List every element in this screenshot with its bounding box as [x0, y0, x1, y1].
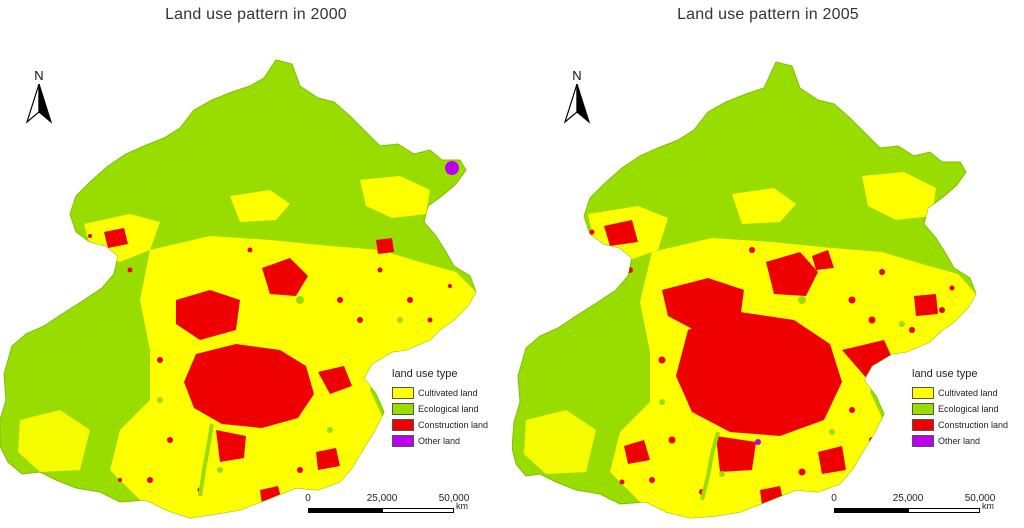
north-label: N	[572, 68, 582, 83]
legend-label: Cultivated land	[938, 388, 998, 398]
north-arrow-icon	[563, 83, 591, 124]
legend-swatch	[392, 435, 414, 447]
legend-label: Cultivated land	[418, 388, 478, 398]
map-title-2005: Land use pattern in 2005	[677, 6, 859, 23]
legend-swatch	[912, 419, 934, 431]
scale-unit: km	[456, 501, 468, 511]
cultivated-sw-strip	[18, 410, 90, 472]
construction-south-town	[716, 436, 756, 472]
scale-tick: 25,000	[366, 493, 398, 504]
legend: land use type Cultivated land Ecological…	[392, 368, 510, 449]
scale-tick: 0	[831, 493, 837, 504]
north-arrow: N	[24, 68, 54, 129]
legend-item-ecological: Ecological land	[392, 401, 510, 417]
cultivated-ne-patch	[862, 172, 936, 220]
construction-urban-ring	[176, 290, 240, 340]
construction-ne-town	[376, 238, 394, 254]
legend-label: Other land	[418, 436, 461, 446]
scale-bar: 0 25,000 50,000 km	[305, 493, 476, 523]
north-arrow-icon	[25, 83, 53, 124]
beijing-land-use-map-2000	[0, 59, 477, 519]
construction-se-town	[316, 448, 340, 470]
legend-swatch	[912, 435, 934, 447]
construction-ne-town-2	[812, 250, 834, 270]
cultivated-north-patch	[230, 190, 290, 222]
map-title-2000: Land use pattern in 2000	[165, 6, 347, 23]
land-use-patches-2000	[18, 176, 476, 518]
ecological-scatter	[157, 296, 403, 473]
legend-label: Other land	[938, 436, 981, 446]
north-arrow: N	[562, 68, 592, 129]
scale-tick: 50,000	[438, 493, 470, 504]
scale-unit: km	[982, 501, 994, 511]
legend-label: Ecological land	[418, 404, 479, 414]
legend-label: Construction land	[418, 420, 489, 430]
legend-item-other: Other land	[912, 433, 1024, 449]
construction-se-town	[818, 446, 846, 474]
construction-nw-town	[104, 228, 128, 248]
scale-segment-black	[834, 508, 908, 513]
legend-swatch	[392, 419, 414, 431]
construction-sw-town	[624, 440, 650, 464]
cultivated-north-patch	[732, 188, 796, 224]
legend-title: land use type	[392, 368, 458, 380]
legend-item-cultivated: Cultivated land	[912, 385, 1024, 401]
river-line	[198, 423, 214, 497]
ecological-scatter	[659, 296, 905, 477]
construction-ne-town	[914, 294, 938, 316]
construction-north-town	[262, 258, 308, 296]
map-panel-2000: Land use pattern in 2000	[0, 6, 510, 523]
construction-east-town	[318, 366, 352, 394]
scale-tick: 25,000	[892, 493, 924, 504]
scale-tick: 50,000	[964, 493, 996, 504]
construction-urban-core	[184, 344, 314, 428]
construction-north-town	[766, 252, 818, 296]
north-label: N	[34, 68, 44, 83]
construction-south-town	[216, 430, 246, 462]
legend-item-construction: Construction land	[912, 417, 1024, 433]
construction-nw-town	[604, 220, 638, 246]
map-panel-2005: Land use pattern in 2005	[512, 0, 1024, 528]
cultivated-sw-strip	[524, 410, 596, 474]
beijing-land-use-map-2005	[512, 61, 977, 519]
river-line	[700, 431, 720, 501]
cultivated-ne-patch	[360, 176, 430, 218]
other-land-patch	[755, 439, 761, 445]
scale-segment-black	[308, 508, 382, 513]
legend: land use type Cultivated land Ecological…	[912, 368, 1024, 449]
legend-label: Construction land	[938, 420, 1009, 430]
legend-title: land use type	[912, 368, 978, 380]
land-use-patches-2005	[524, 172, 976, 518]
legend-label: Ecological land	[938, 404, 999, 414]
construction-urban-ring	[662, 278, 744, 332]
legend-swatch	[912, 403, 934, 415]
other-land-patch	[445, 161, 459, 175]
legend-item-other: Other land	[392, 433, 510, 449]
scale-bar: 0 25,000 50,000 km	[831, 493, 1002, 523]
legend-item-ecological: Ecological land	[912, 401, 1024, 417]
legend-swatch	[392, 387, 414, 399]
scale-segment-white	[908, 508, 980, 513]
legend-item-cultivated: Cultivated land	[392, 385, 510, 401]
scale-segment-white	[382, 508, 454, 513]
legend-swatch	[392, 403, 414, 415]
construction-urban-core	[676, 312, 842, 436]
legend-swatch	[912, 387, 934, 399]
scale-tick: 0	[305, 493, 311, 504]
legend-item-construction: Construction land	[392, 417, 510, 433]
